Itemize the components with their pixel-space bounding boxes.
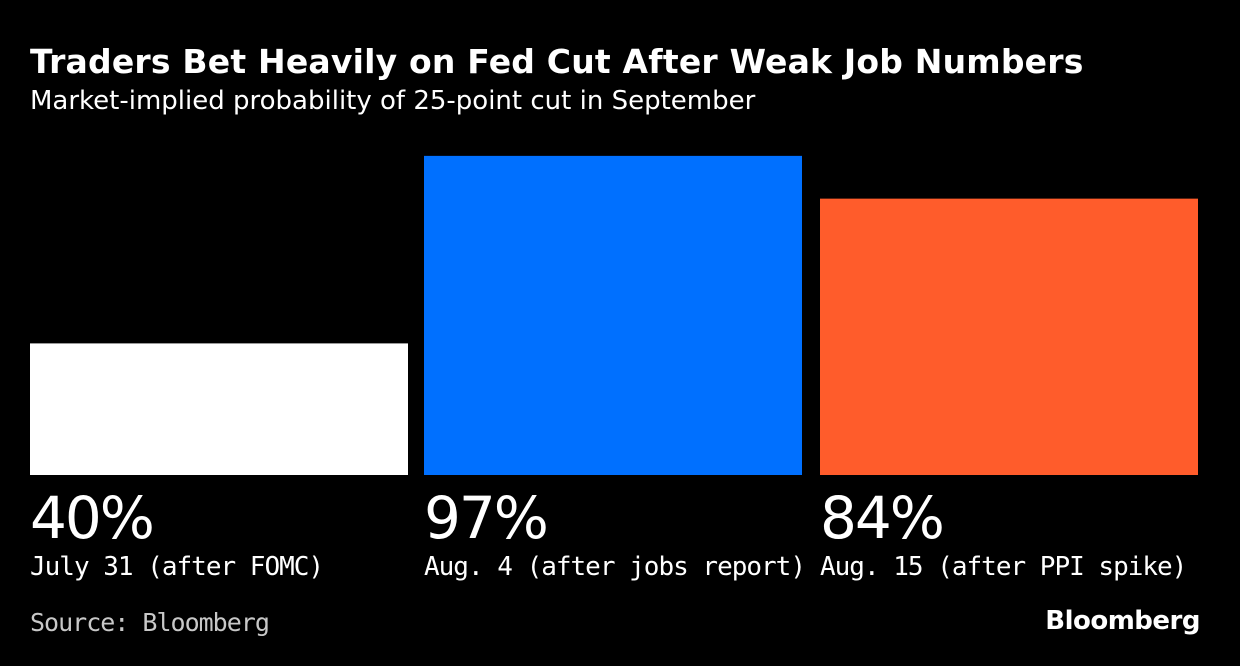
category-label-1: Aug. 4 (after jobs report)	[424, 552, 806, 582]
bar-1	[424, 155, 802, 475]
bar-0	[30, 343, 408, 475]
bar-2	[820, 198, 1198, 475]
category-label-2: Aug. 15 (after PPI spike)	[820, 552, 1187, 582]
value-label-2: 84%	[820, 484, 945, 552]
category-label-0: July 31 (after FOMC)	[30, 552, 324, 582]
chart-title: Traders Bet Heavily on Fed Cut After Wea…	[30, 42, 1084, 81]
value-label-1: 97%	[424, 484, 549, 552]
chart-subtitle: Market-implied probability of 25-point c…	[30, 86, 756, 116]
source-note: Source: Bloomberg	[30, 608, 270, 637]
bloomberg-logo: Bloomberg	[1045, 606, 1200, 636]
value-label-0: 40%	[30, 484, 155, 552]
